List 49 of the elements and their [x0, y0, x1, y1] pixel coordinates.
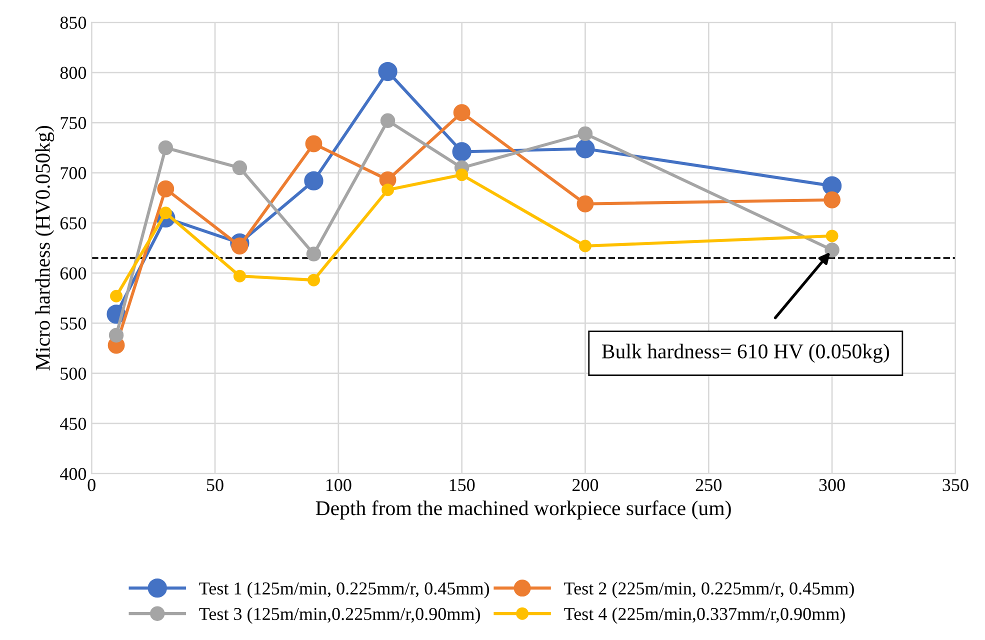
point — [452, 142, 472, 162]
legend-label: Test 1 (125m/min, 0.225mm/r, 0.45mm) — [199, 582, 490, 598]
point — [382, 184, 394, 196]
x-axis-title: Depth from the machined workpiece surface (um) — [316, 500, 731, 520]
point — [824, 242, 840, 258]
annotation: Bulk hardness= 610 HV (0.050kg) — [602, 344, 890, 363]
point — [453, 104, 470, 122]
y-tick-label: 600 — [60, 267, 86, 280]
x-tick-label: 250 — [696, 478, 722, 492]
point — [378, 62, 398, 82]
point — [158, 140, 174, 156]
y-tick-label: 500 — [60, 368, 86, 380]
x-tick-label: 350 — [942, 478, 968, 492]
y-axis-title: Micro hardness (HV0.050kg) — [35, 126, 54, 370]
legend-label: Test 4 (225m/min,0.337mm/r,0.90mm) — [564, 607, 845, 624]
x-tick-label: 50 — [207, 478, 224, 492]
point — [578, 126, 593, 142]
point — [233, 270, 246, 282]
point — [305, 135, 322, 152]
x-tick-label: 0 — [88, 478, 96, 492]
point — [157, 180, 174, 198]
y-tick-label: 450 — [60, 418, 86, 430]
point — [824, 191, 841, 208]
point — [231, 238, 248, 254]
y-tick-label: 700 — [60, 167, 86, 180]
point — [380, 113, 396, 128]
point — [110, 290, 123, 302]
y-tick-label: 800 — [60, 66, 86, 79]
point — [576, 139, 595, 158]
y-tick-label: 550 — [60, 317, 86, 330]
legend-label: Test 3 (125m/min,0.225mm/r,0.90mm) — [199, 607, 480, 624]
point — [304, 171, 324, 190]
y-tick-label: 850 — [60, 16, 86, 29]
x-tick-label: 200 — [572, 478, 598, 492]
x-tick-label: 100 — [326, 478, 352, 492]
legend-label: Test 2 (225m/min, 0.225mm/r, 0.45mm) — [564, 582, 854, 598]
y-tick-label: 750 — [60, 116, 86, 130]
point — [306, 246, 322, 262]
point — [826, 230, 838, 242]
y-tick-label: 650 — [60, 217, 86, 230]
point — [456, 168, 468, 182]
point — [307, 274, 320, 286]
x-tick-label: 300 — [819, 478, 845, 492]
point — [576, 195, 594, 212]
point — [232, 160, 248, 176]
point — [578, 240, 592, 252]
x-tick-label: 150 — [450, 478, 475, 492]
y-tick-label: 400 — [60, 468, 86, 480]
point — [108, 328, 124, 343]
